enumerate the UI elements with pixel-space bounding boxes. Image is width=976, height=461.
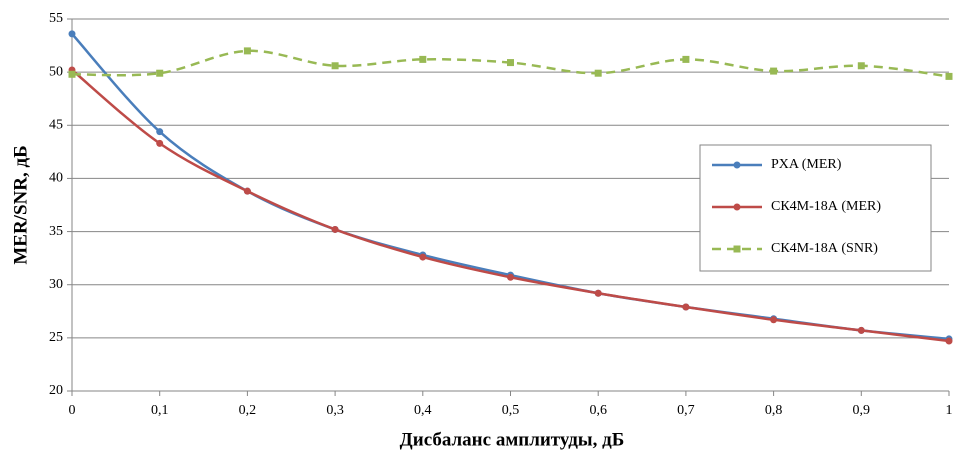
y-tick-label: 45 bbox=[49, 118, 63, 133]
data-point bbox=[68, 30, 76, 38]
data-point bbox=[945, 337, 953, 345]
y-tick-label: 55 bbox=[49, 11, 63, 26]
legend-label: СК4М-18А (SNR) bbox=[771, 241, 878, 256]
data-point bbox=[243, 47, 251, 55]
data-point bbox=[156, 128, 164, 136]
data-point bbox=[682, 303, 690, 311]
y-tick-label: 50 bbox=[49, 64, 63, 79]
x-tick-label: 0 bbox=[69, 403, 76, 418]
legend-marker bbox=[733, 203, 741, 211]
data-point bbox=[507, 273, 514, 281]
data-point bbox=[331, 225, 339, 233]
data-point bbox=[419, 253, 427, 261]
legend-marker bbox=[733, 161, 741, 169]
data-point bbox=[594, 69, 602, 77]
y-tick-label: 25 bbox=[49, 330, 63, 345]
y-tick-label: 40 bbox=[49, 171, 63, 186]
x-tick-label: 0,5 bbox=[502, 403, 520, 418]
x-tick-label: 0,1 bbox=[151, 403, 169, 418]
data-point bbox=[594, 289, 602, 297]
y-tick-label: 30 bbox=[49, 277, 63, 292]
x-tick-label: 0,7 bbox=[677, 403, 695, 418]
data-point bbox=[419, 55, 427, 63]
legend-label: PXA (MER) bbox=[771, 157, 842, 172]
y-axis-label: MER/SNR, дБ bbox=[10, 145, 31, 264]
data-point bbox=[770, 67, 778, 75]
data-point bbox=[770, 316, 778, 324]
data-point bbox=[857, 326, 865, 334]
data-point bbox=[243, 187, 251, 195]
legend-marker bbox=[733, 245, 741, 253]
y-tick-label: 20 bbox=[49, 383, 63, 398]
y-tick-label: 35 bbox=[49, 224, 63, 239]
x-axis-label: Дисбаланс амплитуды, дБ bbox=[400, 429, 625, 450]
x-tick-label: 0,8 bbox=[765, 403, 783, 418]
data-point bbox=[156, 69, 164, 77]
data-point bbox=[507, 59, 514, 67]
x-tick-label: 0,2 bbox=[239, 403, 257, 418]
data-point bbox=[331, 62, 339, 70]
x-tick-label: 0,3 bbox=[326, 403, 344, 418]
data-point bbox=[68, 70, 76, 78]
data-point bbox=[682, 55, 690, 63]
x-tick-label: 1 bbox=[946, 403, 953, 418]
x-tick-label: 0,6 bbox=[589, 403, 607, 418]
data-point bbox=[945, 72, 953, 80]
data-point bbox=[156, 139, 164, 147]
data-point bbox=[857, 62, 865, 70]
x-tick-label: 0,9 bbox=[853, 403, 871, 418]
legend-label: СК4М-18А (MER) bbox=[771, 199, 881, 214]
x-tick-label: 0,4 bbox=[414, 403, 432, 418]
